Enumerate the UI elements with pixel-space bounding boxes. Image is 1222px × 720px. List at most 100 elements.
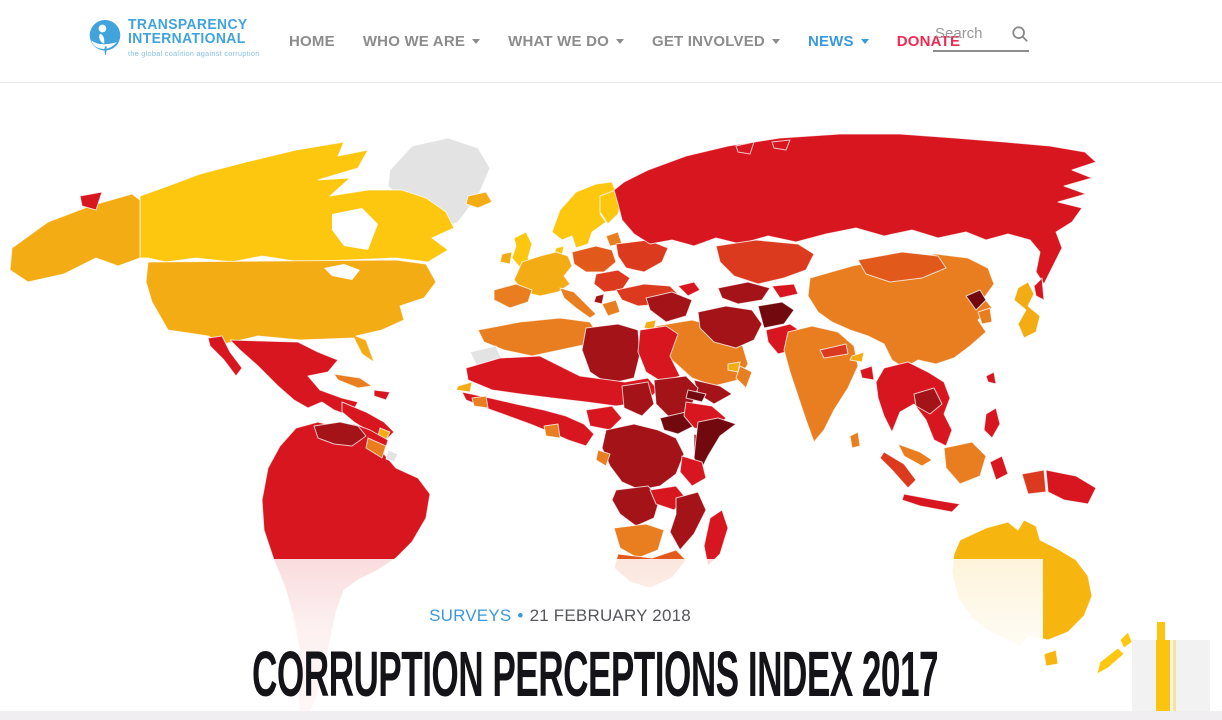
region-french-guiana <box>385 449 399 463</box>
chevron-down-icon <box>771 38 780 44</box>
region-caspian-sea <box>700 276 718 310</box>
chevron-down-icon <box>860 38 869 44</box>
region-iran <box>697 305 763 349</box>
region-japan <box>1013 281 1041 339</box>
region-north-korea <box>965 289 987 311</box>
region-sakhalin <box>1033 277 1045 301</box>
region-angola <box>611 485 661 527</box>
region-chad <box>621 381 655 417</box>
region-afghanistan <box>757 301 795 329</box>
region-kyrgyz-tajik <box>771 283 799 299</box>
region-iraq-syria <box>645 291 693 323</box>
region-sri-lanka <box>849 431 861 449</box>
region-philippines <box>983 407 1001 439</box>
nav-label-home: HOME <box>289 32 335 50</box>
region-hispaniola <box>373 389 391 401</box>
page-title: CORRUPTION PERCEPTIONS INDEX 2017 <box>252 638 939 710</box>
region-sumatra <box>879 451 917 489</box>
region-png <box>1045 469 1097 505</box>
region-gabon <box>595 449 611 467</box>
search-input[interactable] <box>933 24 1007 43</box>
nav-item-what-we-do[interactable]: WHAT WE DO <box>508 33 624 50</box>
region-new-zealand-north <box>1119 631 1133 649</box>
logo-line-1: TRANSPARENCY <box>128 17 248 33</box>
region-oman <box>735 365 753 389</box>
logo-text: TRANSPARENCY INTERNATIONAL the global co… <box>128 18 260 58</box>
search-box <box>933 24 1029 52</box>
region-madagascar <box>703 509 729 567</box>
next-section-strip <box>0 711 1222 720</box>
article-meta: SURVEYS • 21 FEBRUARY 2018 <box>0 606 1120 626</box>
region-west-africa-coast <box>461 391 595 447</box>
region-russia <box>613 133 1097 285</box>
nav-item-news[interactable]: NEWS <box>808 33 869 50</box>
region-italy <box>559 287 597 319</box>
region-venezuela <box>313 421 367 447</box>
region-nigeria <box>585 405 623 431</box>
map-fade-overlay <box>0 559 1043 720</box>
region-albania <box>593 293 605 305</box>
region-ireland <box>499 251 513 265</box>
region-iberia <box>493 283 533 309</box>
region-chukotka-fragment <box>79 191 103 211</box>
search-icon[interactable] <box>1011 25 1029 43</box>
region-cuba <box>333 373 373 389</box>
nav-item-get-involved[interactable]: GET INVOLVED <box>652 33 780 50</box>
region-greece <box>601 299 621 317</box>
meta-bullet: • <box>517 606 524 625</box>
yellow-bar-tip <box>1157 622 1165 644</box>
article-date: 21 FEBRUARY 2018 <box>529 606 691 625</box>
region-mexico-baja <box>207 335 243 377</box>
region-west-papua <box>1021 469 1047 495</box>
region-great-lakes <box>324 264 360 280</box>
region-ghana <box>543 423 561 439</box>
region-china <box>807 253 995 369</box>
region-iceland <box>465 191 493 209</box>
main-nav: HOME WHO WE ARE WHAT WE DO GET INVOLVED … <box>289 0 960 82</box>
region-kazakhstan <box>715 239 815 285</box>
region-libya <box>581 323 641 385</box>
region-mongolia <box>857 251 947 283</box>
yellow-bar <box>1156 640 1170 720</box>
article-category-link[interactable]: SURVEYS <box>429 606 512 625</box>
region-uae <box>727 361 741 373</box>
region-sulawesi <box>989 455 1009 481</box>
region-nepal <box>819 343 849 359</box>
nav-item-home[interactable]: HOME <box>289 33 335 50</box>
transparency-globe-icon <box>89 20 121 55</box>
region-senegal <box>455 381 473 393</box>
article-head: SURVEYS • 21 FEBRUARY 2018 CORRUPTION PERC… <box>0 606 1120 706</box>
nav-label-who-we-are: WHO WE ARE <box>362 32 466 50</box>
region-india <box>783 325 859 443</box>
region-alaska <box>9 193 141 283</box>
chevron-down-icon <box>615 38 624 44</box>
nav-label-what-we-do: WHAT WE DO <box>508 32 609 50</box>
region-guyana-suriname <box>365 437 387 459</box>
region-central-europe <box>571 245 617 273</box>
next-section-panel <box>1132 640 1210 720</box>
region-canada <box>139 141 455 263</box>
logo-tagline: the global coalition against corruption <box>128 49 260 58</box>
region-uzbek-turkmen <box>717 281 771 305</box>
nav-item-who-we-are[interactable]: WHO WE ARE <box>362 32 481 50</box>
logo-line-2: INTERNATIONAL <box>128 31 246 47</box>
yellow-bar-thin <box>1173 640 1176 720</box>
region-ukraine-belarus <box>615 239 669 273</box>
region-borneo <box>943 441 987 485</box>
region-tanzania <box>679 455 707 487</box>
region-java <box>901 493 961 513</box>
region-south-korea <box>977 307 993 325</box>
region-malaysia <box>897 443 933 467</box>
region-bangladesh <box>859 365 875 381</box>
region-hudson-bay <box>332 208 378 250</box>
region-tasmania <box>1043 649 1059 667</box>
region-central-africa <box>601 423 685 491</box>
region-arctic-island <box>771 139 791 151</box>
region-bhutan <box>849 351 865 363</box>
site-header: TRANSPARENCY INTERNATIONAL the global co… <box>0 0 1222 83</box>
region-guinea <box>471 395 489 409</box>
site-logo[interactable]: TRANSPARENCY INTERNATIONAL the global co… <box>88 18 265 58</box>
nav-label-get-involved: GET INVOLVED <box>651 32 765 50</box>
nav-label-news: NEWS <box>807 32 854 50</box>
region-new-zealand-south <box>1096 647 1125 675</box>
